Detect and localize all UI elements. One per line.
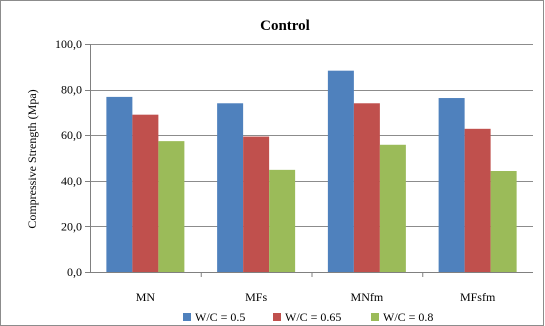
x-tick-label: MNfm	[351, 290, 384, 304]
bar	[132, 114, 159, 273]
y-tick-label: 80,0	[61, 83, 82, 97]
legend-label: W/C = 0.5	[195, 310, 245, 324]
y-axis-label: Compressive Strength (Mpa)	[25, 89, 39, 228]
y-tick-labels: 0,0 20,0 40,0 60,0 80,0 100,0	[55, 37, 90, 279]
y-tick-label: 0,0	[67, 265, 82, 279]
bar	[353, 103, 380, 272]
bar	[464, 128, 491, 272]
bar	[269, 169, 296, 272]
legend-swatch	[371, 313, 379, 321]
bar	[490, 170, 517, 272]
bar	[243, 136, 270, 272]
bar	[106, 96, 133, 272]
legend: W/C = 0.5 W/C = 0.65 W/C = 0.8	[183, 310, 433, 324]
y-tick-label: 100,0	[55, 37, 82, 51]
legend-swatch	[273, 313, 281, 321]
legend-label: W/C = 0.65	[285, 310, 341, 324]
y-tick-label: 40,0	[61, 174, 82, 188]
bar	[158, 141, 185, 272]
y-tick-label: 20,0	[61, 219, 82, 233]
bar	[379, 144, 406, 272]
legend-label: W/C = 0.8	[383, 310, 433, 324]
chart-title: Control	[260, 18, 310, 34]
legend-swatch	[183, 313, 191, 321]
bar	[438, 98, 465, 272]
bar	[217, 103, 244, 272]
x-tick-label: MFs	[245, 290, 267, 304]
y-tick-label: 60,0	[61, 128, 82, 142]
x-tick-labels: MN MFs MNfm MFsfm	[136, 272, 496, 304]
x-tick-label: MN	[136, 290, 156, 304]
x-tick-label: MFsfm	[460, 290, 496, 304]
bar	[327, 70, 354, 273]
bars	[106, 70, 517, 273]
